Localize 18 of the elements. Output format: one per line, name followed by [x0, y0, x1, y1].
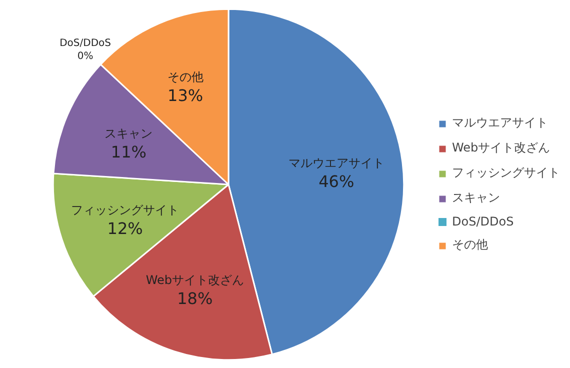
legend-label: その他: [452, 236, 488, 254]
legend-label: Webサイト改ざん: [452, 140, 550, 156]
category-label: DoS/DDoS: [60, 38, 112, 50]
legend-label: スキャン: [452, 190, 500, 206]
text: 0%: [77, 51, 94, 62]
data-label: 46%: [318, 172, 354, 191]
slice-label: Webサイト改ざん: [146, 272, 244, 287]
data-label: 18%: [177, 288, 213, 308]
slice-label: フィッシングサイト: [71, 203, 180, 218]
data-label: 11%: [110, 142, 146, 162]
data-label: 12%: [107, 219, 143, 238]
legend-label: フィッシングサイト: [452, 164, 560, 182]
legend-label: マルウエアサイト: [452, 114, 548, 132]
slice-label: マルウエアサイト: [288, 156, 384, 170]
legend-label: DoS/DDoS: [452, 214, 514, 228]
slice-label: その他: [167, 70, 204, 84]
slice-label: スキャン: [104, 126, 153, 140]
data-label: 13%: [168, 86, 204, 105]
